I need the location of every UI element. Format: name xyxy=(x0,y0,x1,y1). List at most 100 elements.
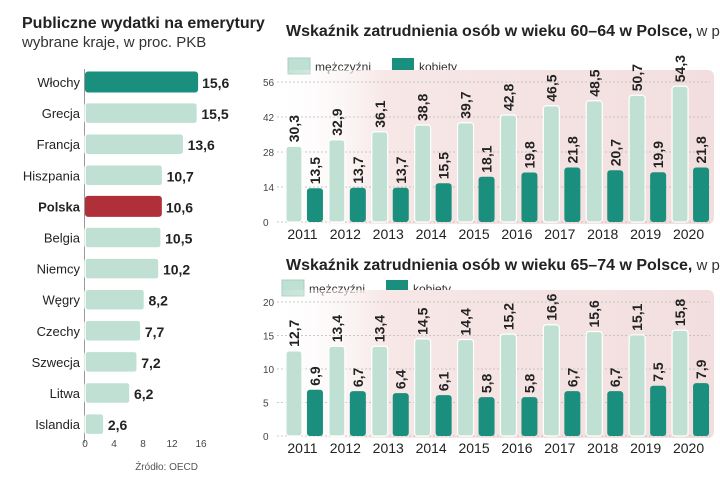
data-label: 10,2 xyxy=(163,262,190,278)
bar-men-2011 xyxy=(285,350,303,437)
data-label-women: 13,5 xyxy=(307,157,323,184)
data-label: 15,5 xyxy=(201,106,228,122)
bar-men-2014 xyxy=(414,124,432,223)
data-label-women: 19,9 xyxy=(650,141,666,168)
data-label: 15,6 xyxy=(202,75,229,91)
chart2-title-bold: Wskaźnik zatrudnienia osób w wieku 65–74… xyxy=(286,257,692,274)
data-label-men: 14,5 xyxy=(415,307,431,334)
x-tick-year: 2018 xyxy=(587,440,618,456)
category-label: Czechy xyxy=(37,324,81,339)
category-label: Polska xyxy=(38,199,81,214)
data-label-men: 16,6 xyxy=(543,293,559,320)
category-label: Włochy xyxy=(37,75,80,90)
bar-men-2018 xyxy=(585,100,603,223)
x-tick-year: 2017 xyxy=(544,440,575,456)
data-label-women: 21,8 xyxy=(564,136,580,163)
x-tick-year: 2013 xyxy=(373,226,404,242)
bar-węgry xyxy=(84,288,146,311)
bar-women-2012 xyxy=(349,391,366,436)
bar-men-2014 xyxy=(414,338,432,437)
y-tick-label: 28 xyxy=(263,148,275,159)
data-label-women: 6,4 xyxy=(393,369,409,389)
data-label-men: 54,3 xyxy=(672,55,688,82)
bar-women-2018 xyxy=(607,391,624,436)
category-label: Hiszpania xyxy=(23,168,81,183)
bar-men-2017 xyxy=(542,324,560,437)
data-label-women: 13,7 xyxy=(393,156,409,183)
data-label-women: 5,8 xyxy=(479,373,495,393)
bar-men-2012 xyxy=(328,345,346,437)
data-label: 7,7 xyxy=(145,324,165,340)
y-tick-label: 0 xyxy=(263,432,269,443)
data-label-women: 13,7 xyxy=(350,156,366,183)
bar-islandia xyxy=(84,412,105,436)
bar-women-2014 xyxy=(435,395,452,436)
bar-women-2019 xyxy=(650,385,667,436)
x-tick-year: 2019 xyxy=(630,226,661,242)
bar-women-2019 xyxy=(650,172,667,222)
data-label-men: 13,4 xyxy=(329,315,345,342)
data-label-men: 46,5 xyxy=(543,74,559,101)
bar-men-2011 xyxy=(285,145,303,223)
bar-men-2020 xyxy=(671,85,689,223)
data-label-men: 13,4 xyxy=(372,315,388,342)
data-label-men: 15,2 xyxy=(500,303,516,330)
left-chart-source: Źródło: OECD xyxy=(135,460,198,473)
data-label-women: 7,5 xyxy=(650,362,666,382)
category-label: Szwecja xyxy=(32,355,81,370)
bar-women-2015 xyxy=(478,176,495,222)
chart1-title-bold: Wskaźnik zatrudnienia osób w wieku 60–64… xyxy=(286,23,692,40)
bar-francja xyxy=(84,132,185,156)
data-label-men: 42,8 xyxy=(500,84,516,111)
chart1-title: Wskaźnik zatrudnienia osób w wieku 60–64… xyxy=(286,23,720,40)
bar-women-2014 xyxy=(435,183,452,222)
left-chart-title: Publiczne wydatki na emerytury xyxy=(22,15,265,32)
bar-men-2013 xyxy=(371,131,389,223)
data-label-women: 21,8 xyxy=(693,136,709,163)
bar-women-2015 xyxy=(478,397,495,436)
data-label-men: 14,4 xyxy=(458,308,474,335)
bar-men-2019 xyxy=(628,334,646,437)
bar-litwa xyxy=(84,381,131,405)
data-label-women: 6,7 xyxy=(564,367,580,387)
data-label-men: 39,7 xyxy=(458,91,474,118)
x-tick-label: 12 xyxy=(166,439,178,450)
x-tick-label: 4 xyxy=(111,439,117,450)
data-label-women: 6,7 xyxy=(607,367,623,387)
data-label: 6,2 xyxy=(134,386,154,402)
y-tick-label: 42 xyxy=(263,113,275,124)
x-tick-year: 2018 xyxy=(587,226,618,242)
chart1-title-rest: w proc. xyxy=(692,23,720,40)
data-label-women: 18,1 xyxy=(479,145,495,172)
bar-czechy xyxy=(84,319,142,343)
x-tick-year: 2020 xyxy=(673,440,704,456)
data-label-men: 30,3 xyxy=(286,115,302,142)
y-tick-label: 15 xyxy=(263,332,275,343)
bar-men-2013 xyxy=(371,345,389,437)
x-tick-year: 2014 xyxy=(416,226,447,242)
x-tick-year: 2020 xyxy=(673,226,704,242)
x-tick-year: 2011 xyxy=(287,226,317,242)
data-label-women: 20,7 xyxy=(607,139,623,166)
data-label-men: 12,7 xyxy=(286,319,302,346)
bar-men-2018 xyxy=(585,330,603,437)
category-label: Belgia xyxy=(44,231,81,246)
bar-women-2020 xyxy=(693,383,710,436)
bar-men-2017 xyxy=(542,105,560,223)
bar-szwecja xyxy=(84,350,138,374)
category-label: Islandia xyxy=(35,417,81,432)
data-label-women: 7,9 xyxy=(693,359,709,379)
chart2-title: Wskaźnik zatrudnienia osób w wieku 65–74… xyxy=(286,257,720,274)
x-tick-year: 2015 xyxy=(458,226,489,242)
data-label-women: 6,9 xyxy=(307,366,323,386)
x-tick-year: 2011 xyxy=(287,440,317,456)
bar-women-2013 xyxy=(392,393,409,436)
bar-women-2017 xyxy=(564,391,581,436)
bar-women-2020 xyxy=(693,167,710,222)
data-label-women: 6,7 xyxy=(350,367,366,387)
left-chart-axis xyxy=(84,69,85,443)
y-tick-label: 14 xyxy=(263,183,275,194)
x-tick-year: 2016 xyxy=(501,440,532,456)
data-label-men: 15,8 xyxy=(672,299,688,326)
bar-men-2015 xyxy=(456,338,475,437)
